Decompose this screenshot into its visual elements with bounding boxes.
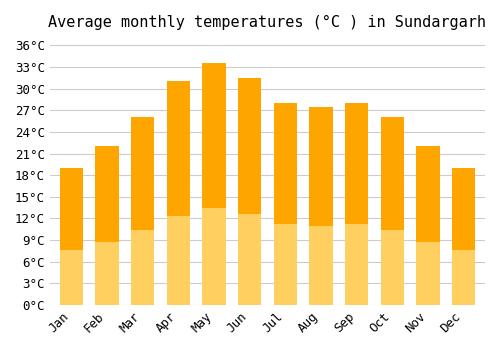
Bar (452, 168, 475, 250)
Bar (60, 168, 83, 250)
Bar (96, 241, 118, 305)
Bar (345, 103, 368, 224)
Bar (166, 82, 190, 216)
Bar (452, 168, 475, 305)
Bar (131, 118, 154, 305)
Bar (274, 103, 297, 305)
Bar (380, 118, 404, 305)
Bar (166, 82, 190, 305)
Bar (416, 146, 440, 305)
Bar (60, 250, 83, 305)
Bar (310, 107, 332, 226)
Bar (274, 224, 297, 305)
Bar (202, 63, 226, 208)
Bar (416, 241, 440, 305)
Bar (96, 146, 118, 241)
Bar (238, 78, 261, 305)
Bar (452, 250, 475, 305)
Bar (380, 230, 404, 305)
Bar (202, 208, 226, 305)
Bar (238, 214, 261, 305)
Bar (380, 118, 404, 230)
Bar (166, 216, 190, 305)
Bar (274, 103, 297, 224)
Bar (345, 224, 368, 305)
Bar (310, 226, 332, 305)
Bar (310, 107, 332, 305)
Title: Average monthly temperatures (°C ) in Sundargarh: Average monthly temperatures (°C ) in Su… (48, 15, 486, 30)
Bar (60, 168, 83, 305)
Bar (345, 103, 368, 305)
Bar (131, 230, 154, 305)
Bar (238, 78, 261, 214)
Bar (131, 118, 154, 230)
Bar (416, 146, 440, 241)
Bar (96, 146, 118, 305)
Bar (202, 63, 226, 305)
